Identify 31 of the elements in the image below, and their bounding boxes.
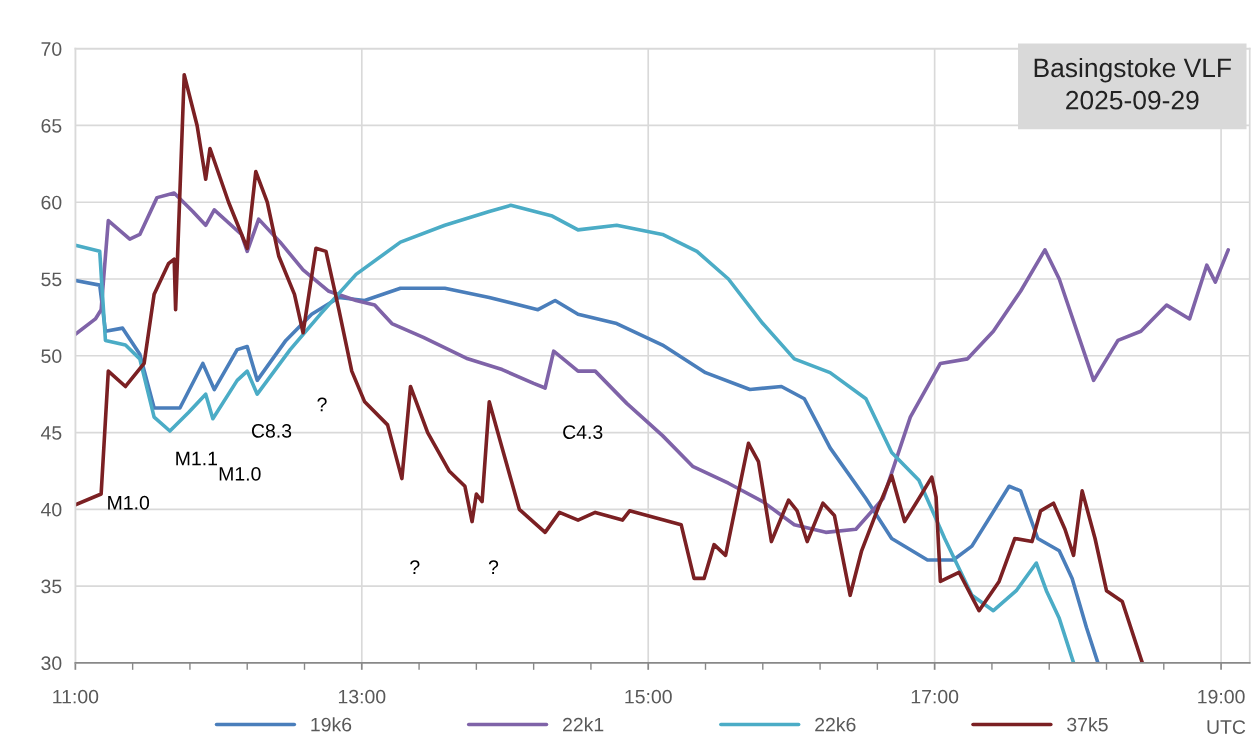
y-tick-label: 35: [41, 579, 62, 594]
legend-label: 37k5: [1067, 717, 1108, 732]
annotation: C4.3: [563, 425, 603, 439]
annotation: M1.0: [108, 495, 150, 510]
x-tick-label: 17:00: [911, 689, 959, 704]
annotation: ?: [317, 397, 327, 412]
line-series: [75, 191, 1231, 535]
annotation: ?: [488, 560, 499, 574]
y-tick-label: 65: [41, 118, 62, 133]
x-tick-label: 13:00: [338, 689, 386, 704]
x-tick-label: 11:00: [53, 689, 99, 704]
annotation: M1.1: [176, 451, 217, 466]
y-tick-label: 60: [41, 195, 62, 210]
y-tick-label: 70: [41, 42, 62, 56]
y-tick-label: 50: [41, 349, 62, 364]
legend-label: 22k6: [815, 717, 856, 732]
annotation: ?: [410, 560, 420, 574]
y-tick-label: 30: [41, 656, 62, 671]
annotation: M1.0: [219, 466, 261, 481]
y-tick-label: 40: [40, 502, 62, 517]
x-axis-title: UTC: [1207, 720, 1246, 734]
line-series: [75, 203, 1076, 663]
text: Basingstoke VLF 2025-09-29: [1034, 57, 1231, 110]
line-series: [75, 278, 1100, 663]
x-tick-label: 19:00: [1198, 689, 1245, 704]
legend-label: 19k6: [311, 717, 352, 732]
y-tick-label: 55: [41, 272, 62, 287]
x-tick-label: 15:00: [625, 689, 672, 704]
y-tick-label: 45: [40, 426, 62, 440]
legend-label: 22k1: [563, 717, 604, 732]
annotation: C8.3: [251, 424, 292, 438]
